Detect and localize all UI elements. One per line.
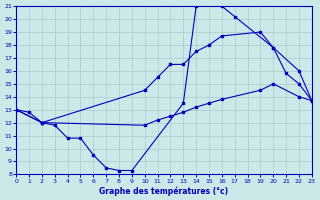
X-axis label: Graphe des températures (°c): Graphe des températures (°c)	[100, 186, 228, 196]
